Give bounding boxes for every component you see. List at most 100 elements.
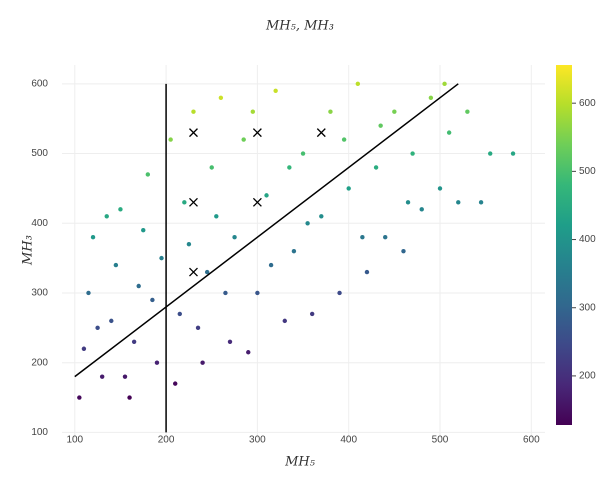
point [282,318,287,324]
x-tick-label: 300 [249,435,266,446]
point [246,350,251,355]
point [186,241,192,247]
point [136,283,141,289]
point [437,186,443,191]
y-tick-label: 600 [31,78,48,89]
point [319,214,324,219]
point [150,297,155,303]
point [268,262,274,268]
colorbar-tick-label: 200 [579,371,596,382]
point [419,207,424,212]
point [410,151,415,156]
point [328,109,333,114]
point [273,88,278,93]
point [131,339,137,344]
point [346,186,351,191]
x-tick-label: 200 [158,435,175,446]
point [173,381,178,386]
point [291,248,297,254]
point [341,137,347,142]
point [510,151,516,156]
x-axis-label: MH₅ [284,455,316,470]
chart-title: MH₅, MH₃ [265,19,334,34]
point [383,235,388,240]
point [99,374,105,379]
x-marker [189,128,198,138]
colorbar-tick-label: 600 [579,98,596,109]
reference-line [74,83,459,378]
point [86,290,91,296]
point [127,395,132,400]
point [223,290,228,296]
colorbar-tick-label: 300 [579,302,596,313]
y-tick-label: 200 [31,357,48,368]
point [250,109,256,114]
point [177,311,182,317]
point [241,137,246,142]
point [204,269,210,275]
point [255,290,260,296]
point [405,200,411,205]
point [104,214,109,219]
x-tick-label: 100 [66,435,83,446]
point [264,193,269,198]
x-marker [189,267,198,277]
point [287,165,292,170]
colorbar-tick-label: 500 [579,166,596,177]
point [113,262,119,268]
x-marker [252,197,262,207]
point [300,151,306,156]
point [378,123,383,128]
x-tick-label: 600 [523,435,540,446]
point [446,130,452,135]
y-tick-label: 100 [31,427,48,438]
point [373,165,379,170]
point [456,200,461,205]
point [90,235,96,240]
point [182,200,187,205]
colorbar-tick-label: 400 [579,234,596,245]
point [442,81,447,87]
point [168,137,173,142]
point [232,235,237,240]
y-tick-label: 500 [31,148,48,159]
x-tick-label: 400 [340,435,357,446]
y-tick-label: 400 [31,218,48,229]
point [428,95,434,100]
point [109,318,114,324]
point [122,374,128,379]
point [488,151,493,156]
point [200,360,205,365]
point [364,269,370,275]
point [337,290,342,296]
x-marker [189,197,198,207]
point [95,325,100,331]
point [465,109,470,114]
point [209,165,214,170]
point [227,339,233,344]
point [77,395,82,400]
x-marker [316,128,326,138]
point [159,255,164,261]
point [360,235,365,240]
point [401,248,406,254]
point [309,311,315,317]
point [154,360,160,365]
point [305,221,310,226]
point [392,109,397,114]
point [191,109,196,114]
colorbar [556,65,572,425]
point [81,346,87,351]
point [141,228,146,233]
point [195,325,201,331]
point [214,214,219,219]
point [145,172,151,177]
point [478,200,484,205]
y-tick-label: 300 [31,288,48,299]
x-tick-label: 500 [432,435,449,446]
point [118,207,123,212]
point [355,81,361,87]
x-marker [252,128,262,138]
y-axis-label: MH₃ [21,235,36,266]
